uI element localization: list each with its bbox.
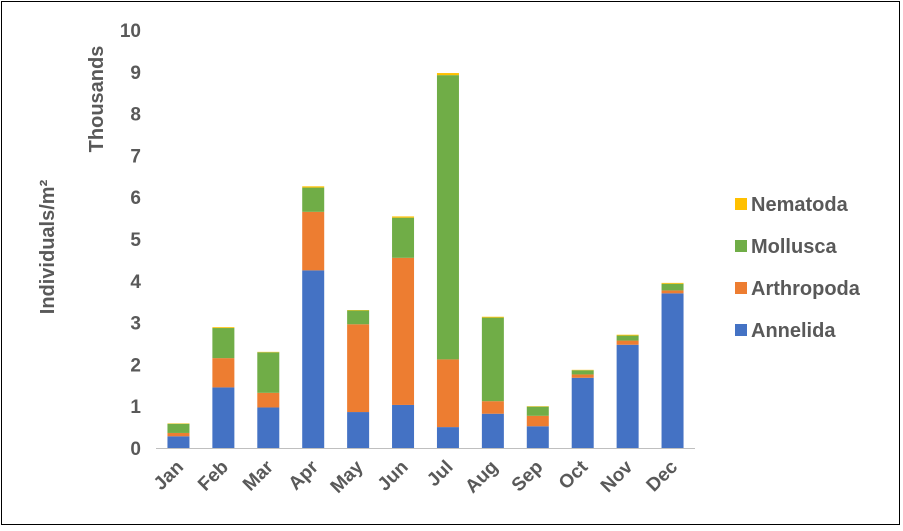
bar-segment-arthropoda-may — [347, 324, 369, 412]
bar-segment-annelida-dec — [662, 293, 684, 448]
y-tick-label: 6 — [130, 188, 141, 209]
bar-segment-annelida-jan — [167, 436, 189, 448]
x-tick-label: Mar — [239, 456, 278, 495]
bar-segment-nematoda-jun — [392, 216, 414, 217]
x-tick-label: Jun — [374, 457, 413, 496]
bar-segment-arthropoda-aug — [482, 401, 504, 414]
y-axis-unit-label: Thousands — [86, 46, 108, 153]
y-tick-label: 5 — [130, 230, 141, 251]
bar-segment-annelida-mar — [257, 407, 279, 448]
bar-segment-annelida-jul — [437, 427, 459, 448]
x-tick-label: Feb — [194, 457, 233, 496]
bar-segment-mollusca-jul — [437, 75, 459, 359]
bar-segment-annelida-nov — [617, 345, 639, 448]
legend-label-annelida: Annelida — [751, 320, 836, 342]
legend: Nematoda Mollusca Arthropoda Annelida — [735, 194, 861, 342]
bar-segment-annelida-aug — [482, 414, 504, 448]
y-tick-label: 2 — [130, 355, 141, 376]
y-tick-label: 3 — [130, 314, 141, 335]
y-tick-label: 9 — [130, 63, 141, 84]
x-tick-label: Jan — [150, 457, 188, 495]
legend-swatch-mollusca — [735, 240, 747, 252]
y-tick-label: 7 — [130, 146, 141, 167]
bar-segment-mollusca-aug — [482, 318, 504, 402]
bar-segment-arthropoda-oct — [572, 374, 594, 377]
bar-segment-annelida-feb — [212, 387, 234, 448]
x-tick-label: Nov — [597, 456, 638, 497]
bar-segment-annelida-sep — [527, 426, 549, 448]
y-tick-label: 0 — [130, 439, 141, 460]
legend-label-arthropoda: Arthropoda — [751, 278, 861, 300]
y-tick-label: 1 — [130, 397, 141, 418]
x-tick-label: Jul — [423, 457, 457, 491]
bar-segment-mollusca-may — [347, 310, 369, 324]
bar-segment-arthropoda-apr — [302, 212, 324, 271]
bar-segment-nematoda-jul — [437, 73, 459, 75]
bar-segment-annelida-may — [347, 412, 369, 448]
bar-segment-annelida-oct — [572, 378, 594, 448]
bar-segment-mollusca-jun — [392, 218, 414, 258]
legend-label-nematoda: Nematoda — [751, 194, 849, 216]
bar-segment-arthropoda-mar — [257, 393, 279, 408]
bar-segment-mollusca-jan — [167, 424, 189, 433]
bar-segment-mollusca-nov — [617, 336, 639, 341]
y-axis-title: Individuals/m² — [37, 179, 59, 314]
x-tick-label: May — [327, 456, 368, 497]
x-tick-label: Sep — [508, 457, 547, 496]
legend-label-mollusca: Mollusca — [751, 236, 837, 258]
legend-swatch-annelida — [735, 324, 747, 336]
bar-segment-nematoda-nov — [617, 335, 639, 336]
legend-swatch-arthropoda — [735, 282, 747, 294]
bar-segment-mollusca-feb — [212, 328, 234, 358]
bar-segment-annelida-jun — [392, 405, 414, 448]
bar-segment-arthropoda-feb — [212, 358, 234, 387]
bar-segment-mollusca-oct — [572, 370, 594, 374]
bar-segment-mollusca-apr — [302, 188, 324, 212]
bar-segment-arthropoda-sep — [527, 416, 549, 426]
bar-segment-mollusca-sep — [527, 407, 549, 416]
y-axis-ticks: 0 1 2 3 4 5 6 7 8 9 10 — [120, 21, 142, 460]
bar-segment-nematoda-aug — [482, 317, 504, 318]
bar-segment-annelida-apr — [302, 270, 324, 448]
bar-segment-arthropoda-dec — [662, 290, 684, 293]
y-tick-label: 10 — [120, 21, 141, 42]
bar-segment-nematoda-dec — [662, 283, 684, 284]
bar-segment-mollusca-mar — [257, 352, 279, 393]
bar-segment-mollusca-dec — [662, 284, 684, 291]
y-tick-label: 4 — [130, 272, 141, 293]
bar-segment-arthropoda-nov — [617, 341, 639, 345]
x-tick-label: Oct — [555, 456, 593, 494]
bar-segment-arthropoda-jun — [392, 258, 414, 405]
x-tick-label: Aug — [461, 457, 502, 498]
legend-swatch-nematoda — [735, 198, 747, 210]
x-tick-label: Apr — [285, 456, 323, 494]
bar-segment-arthropoda-jul — [437, 359, 459, 427]
x-tick-label: Dec — [643, 456, 683, 496]
bars — [167, 73, 683, 448]
bar-segment-nematoda-feb — [212, 327, 234, 328]
y-tick-label: 8 — [130, 105, 141, 126]
bar-segment-nematoda-apr — [302, 186, 324, 187]
bar-segment-arthropoda-jan — [167, 433, 189, 436]
